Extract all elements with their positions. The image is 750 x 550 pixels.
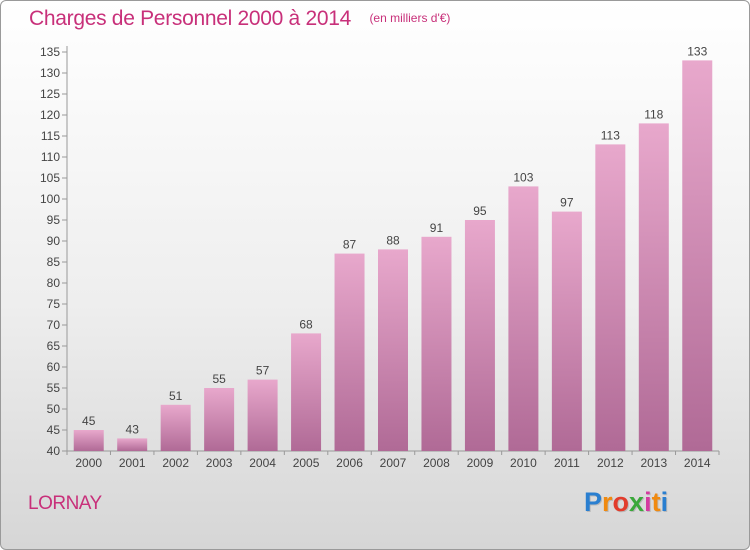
x-tick-label: 2014 xyxy=(684,456,711,470)
data-label: 95 xyxy=(473,204,487,218)
logo-letter: r xyxy=(602,487,613,517)
logo-letter: i xyxy=(644,487,652,517)
data-label: 118 xyxy=(644,107,663,121)
bar xyxy=(508,186,539,451)
y-tick-label: 55 xyxy=(47,381,61,395)
x-tick-label: 2004 xyxy=(249,456,276,470)
x-tick-label: 2011 xyxy=(554,456,580,470)
data-label: 88 xyxy=(386,233,400,247)
data-label: 51 xyxy=(169,389,183,403)
x-tick-label: 2010 xyxy=(510,456,537,470)
data-label: 97 xyxy=(560,196,574,210)
bar xyxy=(378,249,408,451)
y-tick-label: 40 xyxy=(47,444,61,458)
chart-subtitle: (en milliers d'€) xyxy=(369,11,451,25)
data-label: 68 xyxy=(299,317,313,331)
title-row: Charges de Personnel 2000 à 2014 (en mil… xyxy=(29,7,450,31)
x-tick-label: 2006 xyxy=(336,456,363,470)
bar xyxy=(551,211,582,451)
logo-letter: P xyxy=(584,487,603,517)
y-tick-label: 115 xyxy=(41,129,60,143)
y-tick-label: 75 xyxy=(47,297,61,311)
logo-letter: o xyxy=(612,487,630,517)
y-tick-label: 60 xyxy=(47,360,61,374)
proxiti-logo: Proxiti xyxy=(584,487,668,518)
y-tick-label: 135 xyxy=(40,45,60,59)
y-tick-label: 70 xyxy=(47,318,61,332)
x-tick-label: 2009 xyxy=(467,456,494,470)
y-tick-label: 130 xyxy=(40,66,60,80)
x-tick-label: 2013 xyxy=(640,456,667,470)
data-label: 103 xyxy=(513,170,533,184)
data-label: 91 xyxy=(430,221,444,235)
data-label: 87 xyxy=(343,238,357,252)
logo-letter: t xyxy=(651,487,661,517)
x-tick-label: 2003 xyxy=(206,456,233,470)
bar xyxy=(204,388,235,451)
y-tick-label: 125 xyxy=(40,87,60,101)
y-tick-label: 110 xyxy=(41,150,60,164)
data-label: 55 xyxy=(212,372,226,386)
bar xyxy=(117,438,148,451)
bar xyxy=(638,123,669,452)
bar xyxy=(291,333,322,451)
bar xyxy=(421,236,452,451)
bar xyxy=(595,144,626,451)
y-tick-label: 80 xyxy=(47,276,61,290)
logo-letter: x xyxy=(629,487,645,517)
bar xyxy=(73,430,104,451)
y-tick-label: 95 xyxy=(47,213,61,227)
data-label: 45 xyxy=(82,414,96,428)
x-tick-label: 2008 xyxy=(423,456,450,470)
data-label: 57 xyxy=(256,364,270,378)
data-label: 43 xyxy=(126,422,140,436)
data-label: 113 xyxy=(601,128,620,142)
bar xyxy=(334,253,365,451)
chart-title: Charges de Personnel 2000 à 2014 xyxy=(29,7,351,30)
x-tick-label: 2007 xyxy=(380,456,407,470)
bar xyxy=(247,379,278,451)
y-tick-label: 45 xyxy=(47,423,61,437)
bars-group xyxy=(73,60,713,452)
y-tick-label: 105 xyxy=(40,171,60,185)
x-tick-label: 2001 xyxy=(119,456,146,470)
x-tick-label: 2000 xyxy=(75,456,102,470)
y-tick-label: 120 xyxy=(40,108,60,122)
x-tick-label: 2005 xyxy=(293,456,320,470)
labels-group: 45 2000 43 2001 51 2002 55 2003 57 2004 68 2005 87 20… xyxy=(75,44,711,470)
city-name: LORNAY xyxy=(28,493,102,514)
y-tick-label: 85 xyxy=(47,255,61,269)
bar xyxy=(464,220,495,451)
y-tick-label: 50 xyxy=(47,402,61,416)
y-tick-label: 90 xyxy=(47,234,61,248)
y-tick-label: 100 xyxy=(40,192,60,206)
bar xyxy=(682,60,713,452)
x-tick-label: 2002 xyxy=(162,456,189,470)
bar xyxy=(160,404,191,451)
data-label: 133 xyxy=(687,44,707,58)
x-tick-label: 2012 xyxy=(597,456,624,470)
logo-letter: i xyxy=(660,487,669,517)
y-tick-label: 65 xyxy=(47,339,61,353)
